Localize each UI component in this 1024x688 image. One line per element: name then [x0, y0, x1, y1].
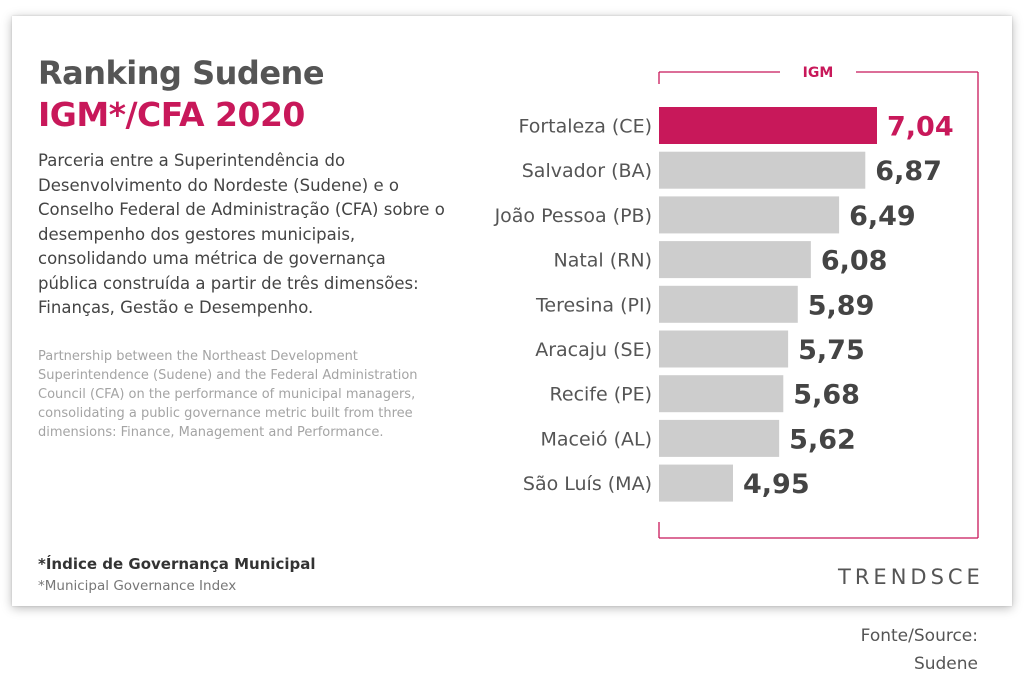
source-label: Fonte/Source:: [860, 626, 978, 646]
value-label: 5,68: [793, 380, 860, 411]
value-label: 7,04: [887, 112, 954, 143]
category-label: Recife (PE): [550, 384, 652, 406]
bar-3: [659, 196, 840, 234]
bar-7: [659, 375, 784, 413]
bar-2: [659, 151, 866, 189]
category-label: São Luís (MA): [523, 473, 652, 495]
value-label: 4,95: [743, 469, 810, 500]
page-subtitle: IGM*/CFA 2020: [38, 95, 305, 134]
category-label: Teresina (PI): [535, 294, 652, 316]
footnote-portuguese: *Índice de Governança Municipal: [38, 555, 316, 573]
bar-6: [659, 330, 789, 368]
legend-title: IGM: [803, 65, 834, 81]
category-label: Natal (RN): [553, 250, 652, 272]
value-label: 6,87: [875, 156, 942, 187]
description-english: Partnership between the Northeast Develo…: [38, 349, 418, 440]
value-label: 5,62: [789, 424, 856, 455]
footnote-english: *Municipal Governance Index: [38, 578, 237, 594]
bar-9: [659, 464, 733, 502]
value-label: 6,49: [849, 201, 916, 232]
category-label: Aracaju (SE): [535, 339, 652, 361]
brand-logo: TRENDSCE: [838, 565, 984, 589]
value-label: 5,89: [808, 290, 875, 321]
category-label: João Pessoa (PB): [494, 205, 652, 227]
bar-8: [659, 419, 780, 457]
bar-5: [659, 285, 798, 323]
page-title: Ranking Sudene: [38, 54, 325, 92]
source-name: Sudene: [913, 654, 978, 674]
description-portuguese: Parceria entre a Superintendência do Des…: [38, 151, 445, 317]
source-credit: Fonte/Source: Sudene: [861, 622, 978, 678]
value-label: 6,08: [821, 246, 888, 277]
category-label: Maceió (AL): [540, 428, 652, 450]
bar-4: [659, 241, 811, 279]
bar-1: [659, 107, 877, 144]
value-label: 5,75: [798, 335, 865, 366]
category-label: Fortaleza (CE): [518, 116, 652, 138]
category-label: Salvador (BA): [522, 160, 652, 182]
